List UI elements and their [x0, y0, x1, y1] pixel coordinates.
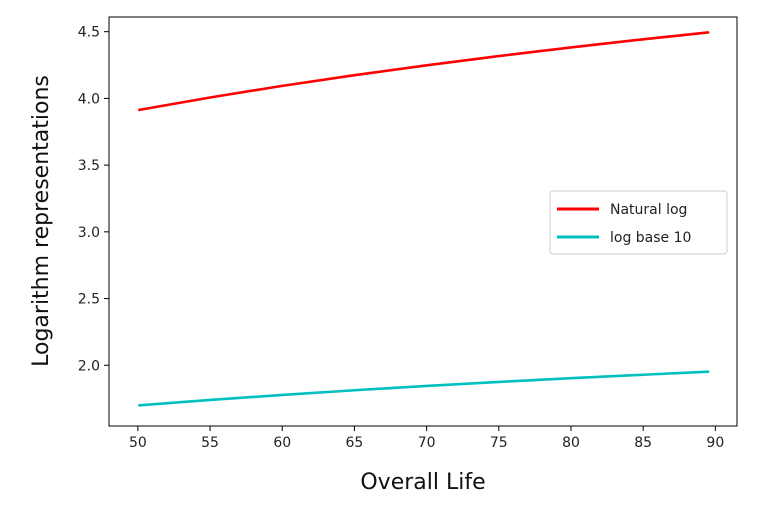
- series-lines: [138, 31, 710, 407]
- series-line-natural-log: [138, 31, 710, 112]
- x-tick-label: 70: [418, 435, 436, 451]
- x-tick-label: 60: [273, 435, 291, 451]
- y-tick-label: 4.0: [78, 91, 100, 107]
- x-tick-label: 90: [706, 435, 724, 451]
- x-tick-label: 65: [346, 435, 364, 451]
- legend: Natural log log base 10: [549, 190, 728, 255]
- y-tick-label: 3.5: [78, 158, 100, 174]
- legend-label-natural-log: Natural log: [610, 202, 687, 218]
- x-axis-title: Overall Life: [360, 470, 485, 495]
- x-tick-label: 55: [201, 435, 219, 451]
- y-axis-title: Logarithm representations: [29, 75, 54, 367]
- legend-label-log-base-10: log base 10: [610, 230, 691, 246]
- y-axis: 2.0 2.5 3.0 3.5 4.0 4.5: [78, 25, 109, 374]
- y-tick-label: 3.0: [78, 225, 100, 241]
- y-tick-label: 2.0: [78, 358, 100, 374]
- y-tick-label: 2.5: [78, 292, 100, 308]
- y-tick-label: 4.5: [78, 25, 100, 41]
- x-tick-label: 50: [129, 435, 147, 451]
- x-tick-label: 75: [490, 435, 508, 451]
- x-axis: 50 55 60 65 70 75 80 85 90: [129, 426, 724, 451]
- x-tick-label: 80: [562, 435, 580, 451]
- series-line-log-base-10: [138, 370, 710, 407]
- x-tick-label: 85: [634, 435, 652, 451]
